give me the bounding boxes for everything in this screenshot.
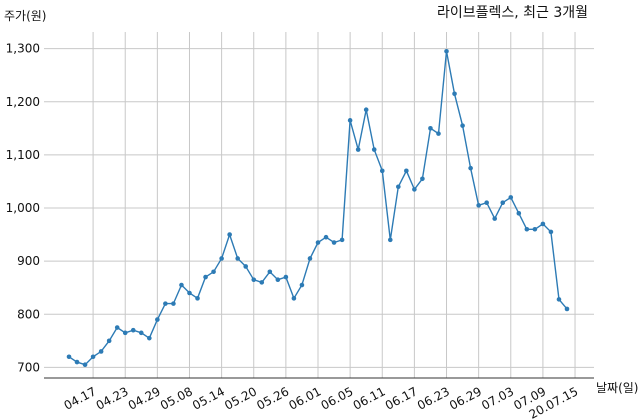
y-tick-label: 900 xyxy=(17,254,40,268)
data-point xyxy=(396,184,401,190)
data-point xyxy=(82,362,88,368)
x-tick-label: 06.17 xyxy=(383,384,420,412)
data-point xyxy=(339,237,345,243)
x-tick-label: 06.05 xyxy=(319,384,356,412)
data-point xyxy=(219,256,224,261)
data-point xyxy=(130,327,136,333)
data-point xyxy=(283,274,289,280)
y-tick-label: 1,100 xyxy=(6,148,40,162)
chart-title: 라이브플렉스, 최근 3개월 xyxy=(437,5,588,21)
data-point xyxy=(195,296,200,301)
data-point xyxy=(387,237,393,243)
data-point xyxy=(371,147,377,152)
data-point xyxy=(235,256,240,261)
y-tick-label: 800 xyxy=(17,307,40,321)
data-point xyxy=(251,277,257,283)
data-point xyxy=(267,269,273,275)
data-point xyxy=(468,165,473,171)
data-point xyxy=(412,187,417,192)
data-point xyxy=(114,325,120,330)
data-point xyxy=(155,317,160,322)
data-point xyxy=(452,91,457,97)
series-layer xyxy=(66,48,570,368)
data-point xyxy=(428,126,433,131)
data-point xyxy=(163,301,168,306)
data-point xyxy=(243,264,249,269)
data-point xyxy=(98,349,104,354)
data-point xyxy=(484,200,489,205)
y-tick-label: 1,200 xyxy=(6,95,40,109)
x-tick-label: 06.23 xyxy=(415,384,452,412)
data-point xyxy=(347,118,353,123)
data-point xyxy=(259,280,265,285)
data-point xyxy=(122,330,128,336)
data-point xyxy=(138,330,144,336)
data-point xyxy=(307,256,313,261)
data-point xyxy=(532,226,538,232)
x-tick-label: 04.29 xyxy=(126,384,163,412)
data-point xyxy=(516,211,522,216)
data-point xyxy=(227,232,232,237)
data-point xyxy=(492,216,498,221)
x-tick-label: 04.17 xyxy=(62,384,99,412)
data-point xyxy=(106,338,112,344)
data-point xyxy=(299,282,305,288)
data-point xyxy=(90,354,96,360)
x-tick-label: 05.14 xyxy=(190,384,227,412)
y-tick-label: 700 xyxy=(17,360,40,374)
data-point xyxy=(404,168,409,174)
data-point xyxy=(179,282,184,288)
data-point xyxy=(540,221,546,227)
data-point xyxy=(355,147,361,152)
data-point xyxy=(363,107,369,113)
data-point xyxy=(275,277,281,283)
data-point xyxy=(66,354,72,360)
data-point xyxy=(460,123,465,128)
data-point xyxy=(323,234,329,240)
data-point xyxy=(524,226,530,232)
data-point xyxy=(476,203,481,208)
data-point xyxy=(147,335,152,341)
data-point xyxy=(500,200,506,205)
y-tick-label: 1,300 xyxy=(6,42,40,56)
data-point xyxy=(508,195,514,200)
x-axis-title: 날짜(일) xyxy=(596,381,638,395)
x-tick-label: 04.23 xyxy=(94,384,131,412)
x-tick-label: 05.08 xyxy=(158,384,195,412)
data-point xyxy=(331,240,337,245)
data-point xyxy=(291,296,297,301)
data-point xyxy=(315,240,321,245)
data-point xyxy=(379,168,385,174)
grid-layer xyxy=(44,32,594,378)
data-point xyxy=(187,290,192,296)
data-point xyxy=(74,359,80,365)
x-tick-label: 07.03 xyxy=(479,384,516,412)
data-point xyxy=(548,229,554,235)
data-point xyxy=(420,176,425,182)
data-point xyxy=(211,269,216,275)
x-tick-label: 06.11 xyxy=(351,384,388,412)
x-tick-label: 05.26 xyxy=(254,384,291,412)
data-point xyxy=(203,274,208,280)
data-point xyxy=(444,48,449,54)
x-tick-label: 06.01 xyxy=(286,384,323,412)
data-point xyxy=(564,306,570,312)
y-axis-title: 주가(원) xyxy=(4,9,46,23)
x-tick-label: 06.29 xyxy=(447,384,484,412)
data-point xyxy=(436,131,441,136)
data-point xyxy=(171,301,176,306)
y-tick-label: 1,000 xyxy=(6,201,40,215)
x-tick-label: 05.20 xyxy=(222,384,259,412)
data-point xyxy=(556,297,562,302)
